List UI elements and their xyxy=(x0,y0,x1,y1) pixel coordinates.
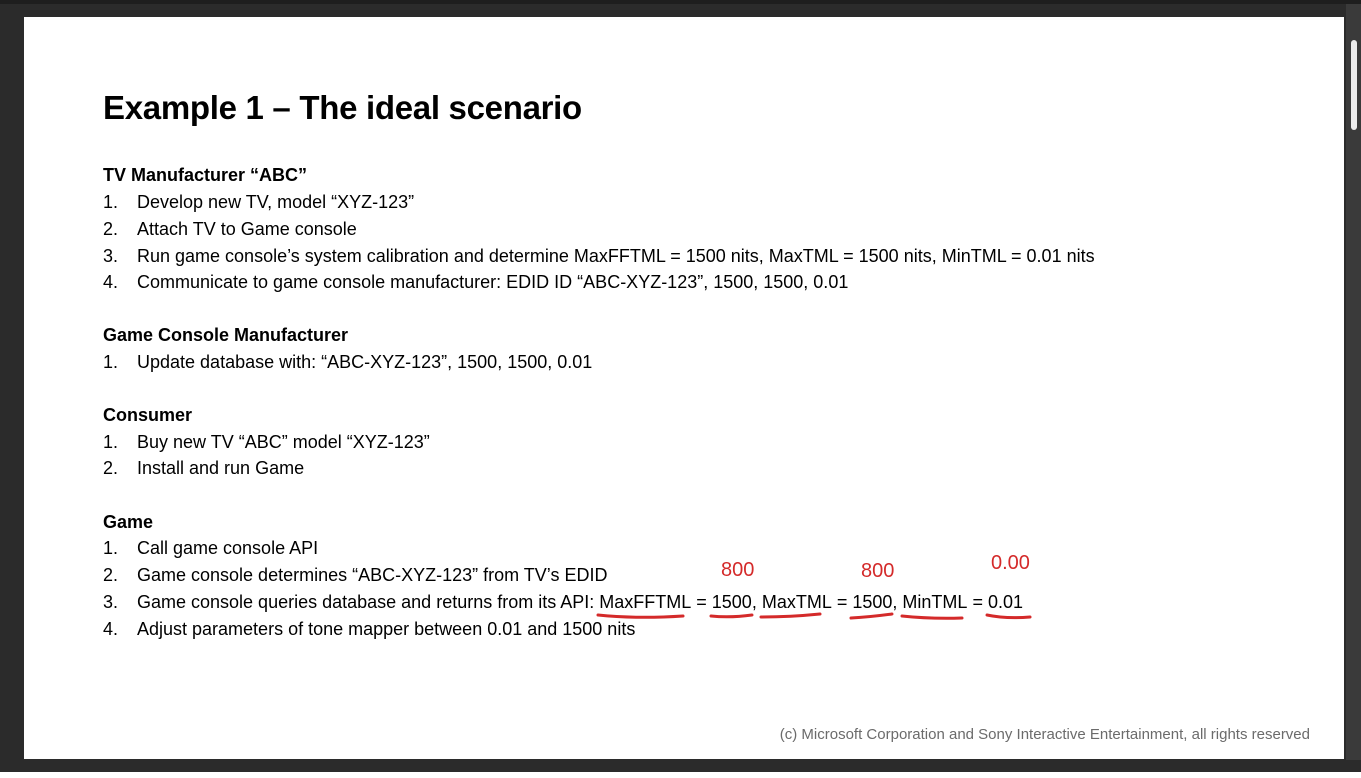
copyright-footer: (c) Microsoft Corporation and Sony Inter… xyxy=(779,726,1310,743)
scrollbar-thumb[interactable] xyxy=(1351,40,1357,130)
red-underline xyxy=(596,613,685,619)
list-item: 1. Update database with: “ABC-XYZ-123”, 1… xyxy=(103,352,593,372)
underlined-maxfftml-key: MaxFFTML xyxy=(596,592,691,619)
underlined-maxtml-value: 1500 xyxy=(849,592,894,620)
list-item-api-values: 3. Game console queries database and retu… xyxy=(103,592,1032,620)
next-page-edge xyxy=(0,772,1361,778)
underlined-maxfftml-value: 1500 xyxy=(709,592,754,619)
section-heading-tv-manufacturer: TV Manufacturer “ABC” xyxy=(103,165,308,185)
window-top-bar xyxy=(0,0,1361,4)
list-item: 1. Develop new TV, model “XYZ-123” xyxy=(103,192,415,212)
list-item: 1. Call game console API xyxy=(103,538,319,558)
annotation-maxfftml: 800 xyxy=(721,559,755,581)
list-item: 2. Game console determines “ABC-XYZ-123” … xyxy=(103,565,608,585)
list-item: 4. Adjust parameters of tone mapper betwe… xyxy=(103,619,636,639)
list-item: 4. Communicate to game console manufactur… xyxy=(103,272,849,292)
list-item: 2. Attach TV to Game console xyxy=(103,219,357,239)
annotation-maxtml: 800 xyxy=(861,560,895,582)
list-item: 2. Install and run Game xyxy=(103,458,305,478)
underlined-mintml-value: 0.01 xyxy=(985,592,1032,620)
slide-title: Example 1 – The ideal scenario xyxy=(103,89,582,126)
list-item: 3. Run game console’s system calibration … xyxy=(103,246,1095,266)
list-item: 1. Buy new TV “ABC” model “XYZ-123” xyxy=(103,432,430,452)
red-underline xyxy=(709,613,754,619)
slide-page: Example 1 – The ideal scenario TV Manufa… xyxy=(24,17,1344,759)
red-underline xyxy=(900,614,964,620)
vertical-scrollbar[interactable] xyxy=(1346,4,1361,760)
annotation-mintml: 0.00 xyxy=(991,552,1030,574)
underlined-maxtml-key: MaxTML xyxy=(759,592,832,619)
underlined-mintml-key: MinTML xyxy=(900,592,967,620)
red-underline xyxy=(759,612,822,619)
red-underline xyxy=(849,612,894,620)
red-underline xyxy=(985,613,1032,620)
section-heading-game: Game xyxy=(103,512,154,532)
section-heading-consumer: Consumer xyxy=(103,405,193,425)
section-heading-console-manufacturer: Game Console Manufacturer xyxy=(103,325,349,345)
